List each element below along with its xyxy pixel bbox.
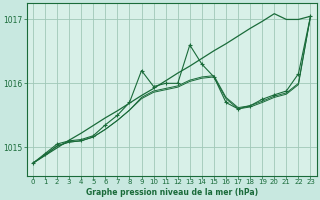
X-axis label: Graphe pression niveau de la mer (hPa): Graphe pression niveau de la mer (hPa) <box>86 188 258 197</box>
